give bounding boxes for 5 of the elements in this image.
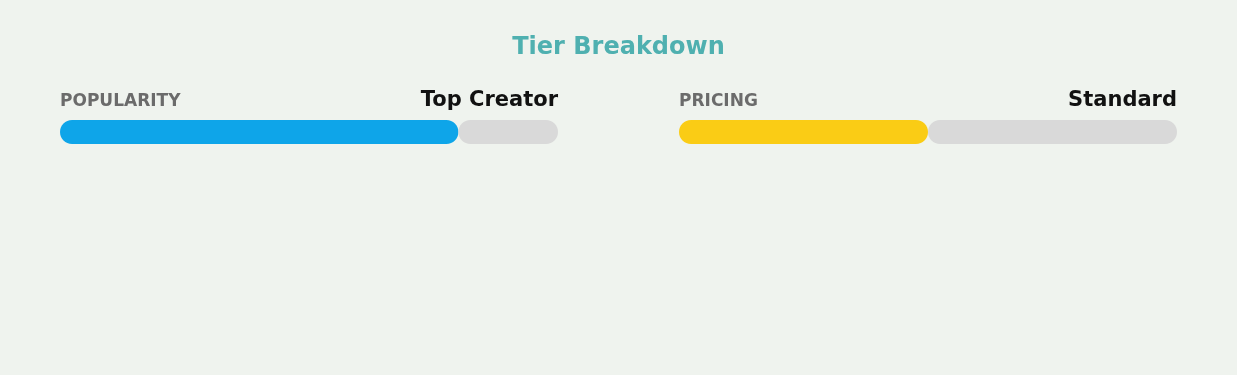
text: Tier Breakdown: [512, 32, 725, 60]
chart-title: PRICING: [679, 90, 758, 110]
chart-title: POPULARITY: [60, 90, 182, 110]
chart-subtitle: Standard: [1068, 87, 1177, 111]
chart-subtitle: Top Creator: [420, 87, 559, 111]
